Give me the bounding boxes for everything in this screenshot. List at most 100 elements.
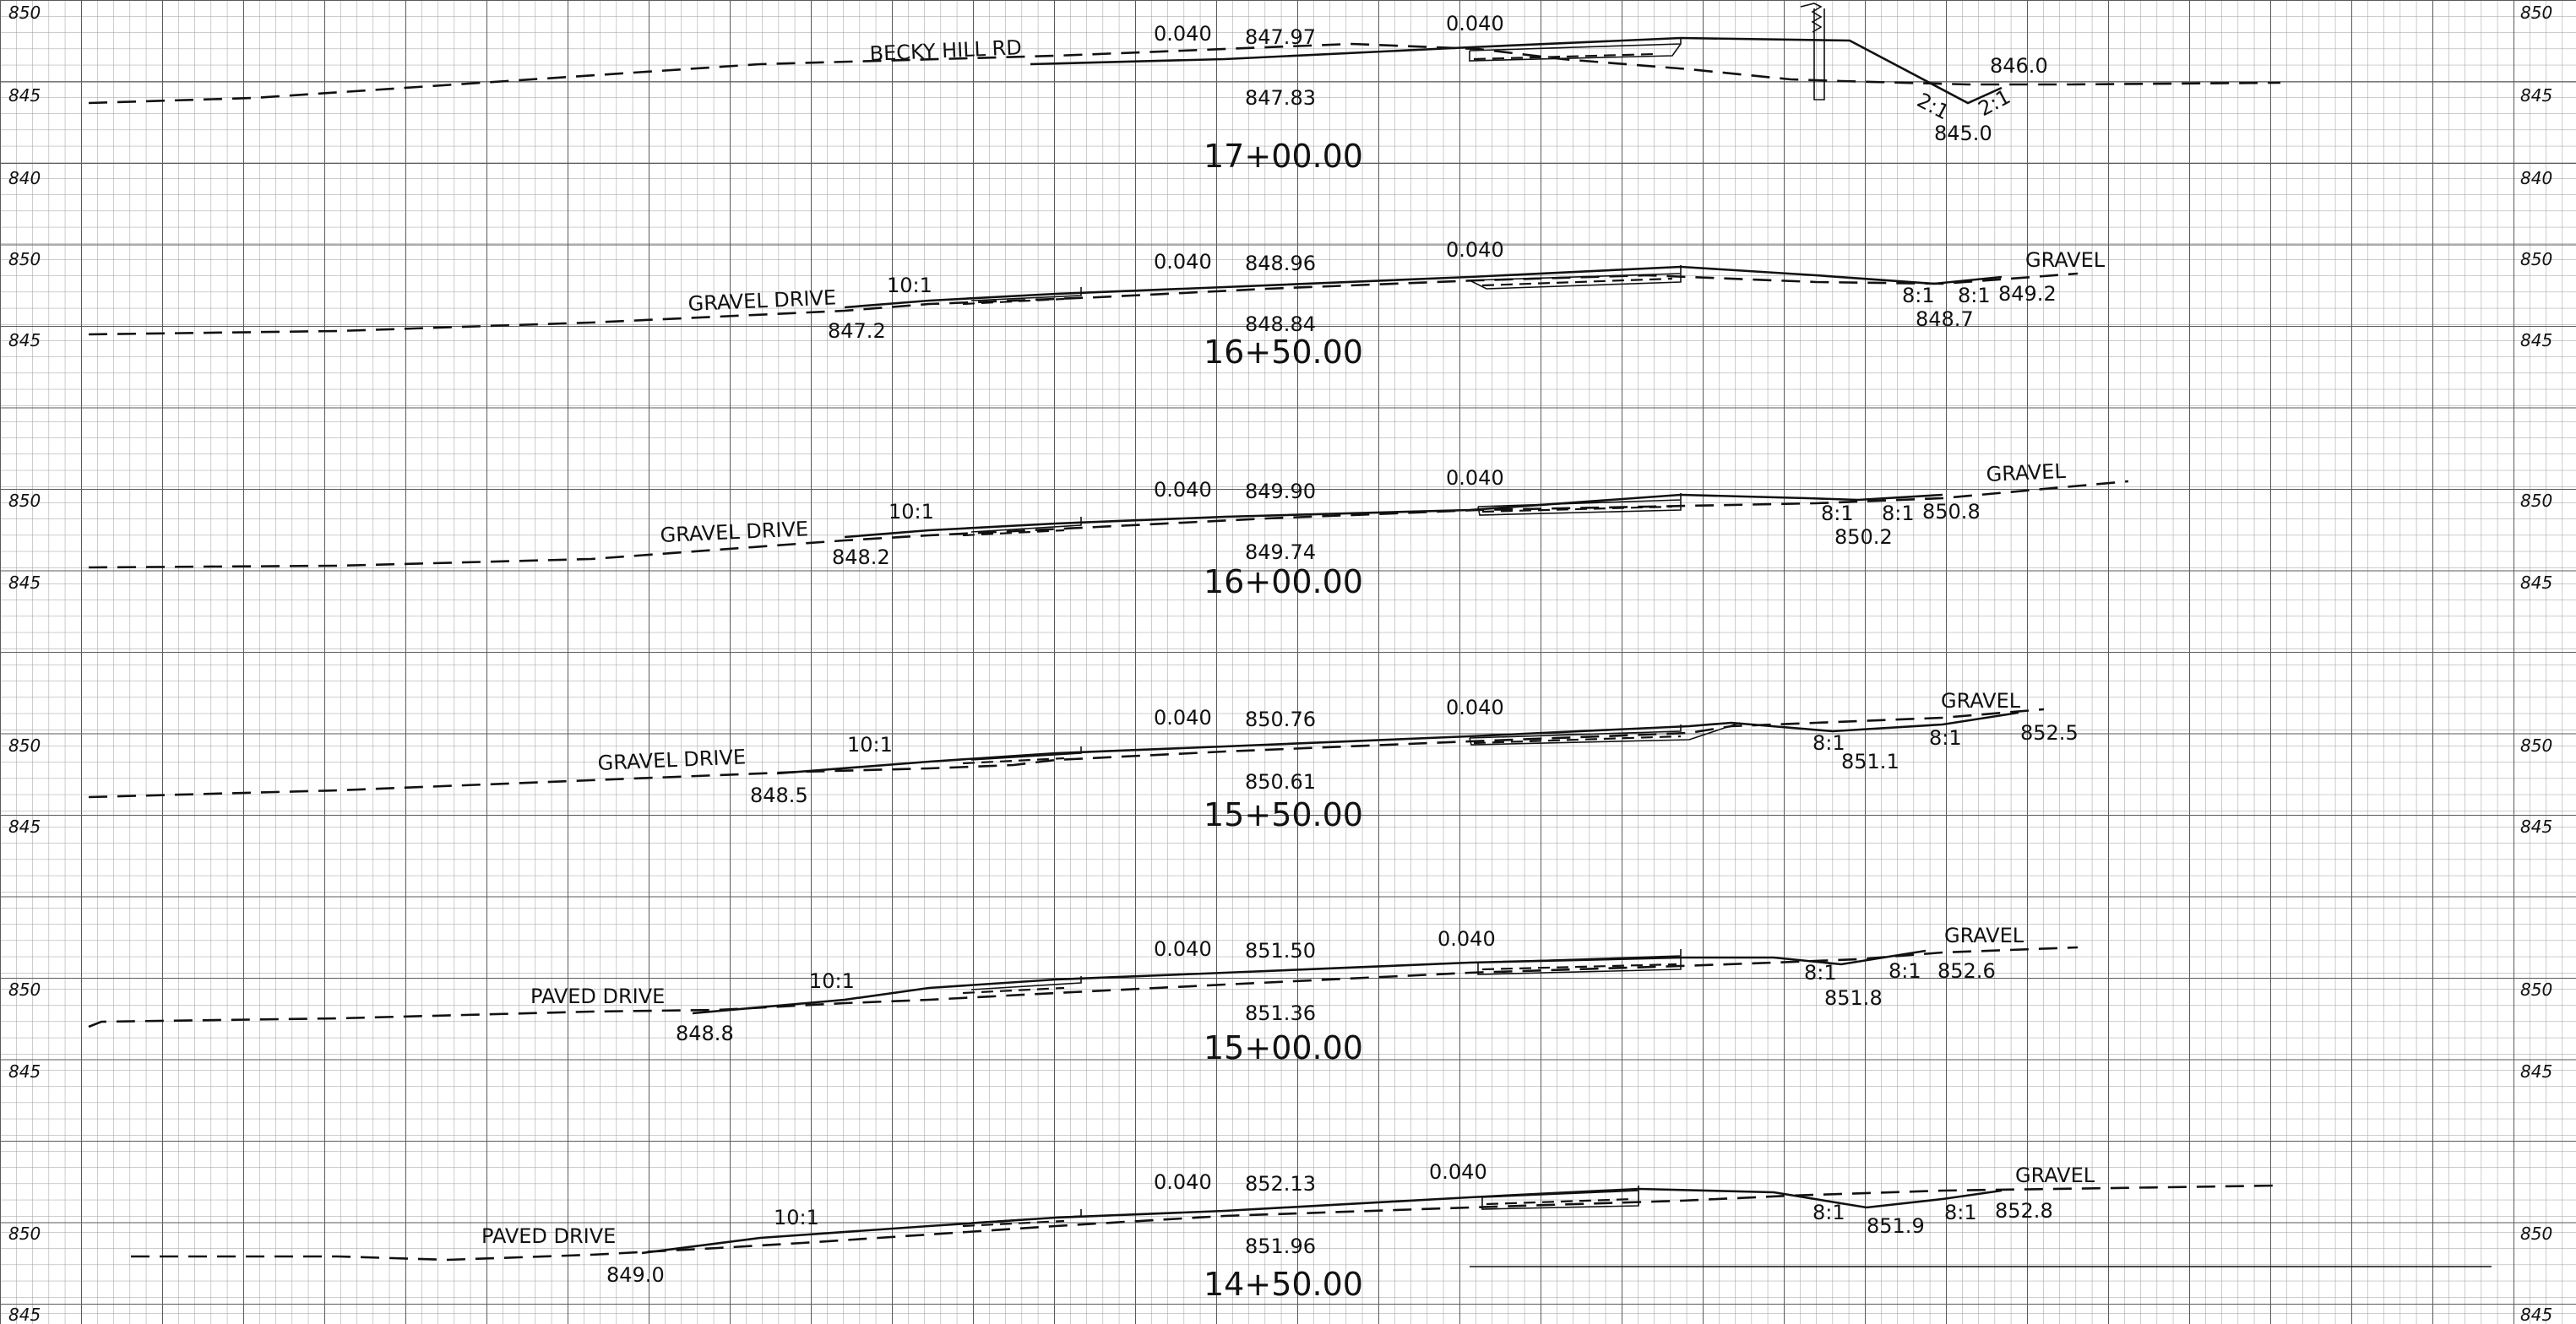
elevation-callout: 851.9 bbox=[1867, 1214, 1925, 1238]
elevation-callout: 851.1 bbox=[1841, 750, 1899, 773]
surface-label: GRAVEL bbox=[1941, 689, 2021, 713]
existing-ground-line bbox=[88, 480, 2129, 569]
elevation-label: 850 bbox=[2520, 3, 2552, 23]
elevation-label: 850 bbox=[2520, 979, 2552, 1000]
elevation-label: 850 bbox=[8, 249, 41, 269]
elevation-label: 840 bbox=[8, 168, 41, 188]
slope-right-label: 0.040 bbox=[1446, 12, 1504, 35]
left-elevation-scale: 850 845 840 850 845 850 845 850 845 850 … bbox=[8, 3, 41, 1324]
section-16-50: GRAVEL DRIVE 0.040 848.96 0.040 848.84 1… bbox=[88, 238, 2106, 371]
proposed-grade-line bbox=[844, 265, 2003, 309]
existing-ground-line bbox=[88, 272, 2079, 336]
subgrade-line bbox=[1473, 52, 1656, 61]
proposed-grade-line bbox=[844, 493, 1943, 539]
section-14-50: PAVED DRIVE 0.040 852.13 0.040 851.96 10… bbox=[131, 1160, 2492, 1303]
pavement-layer bbox=[970, 1186, 1639, 1224]
pavement-layer bbox=[970, 265, 1682, 301]
subgrade-line bbox=[962, 1197, 1635, 1228]
elevation-label: 845 bbox=[2520, 1061, 2552, 1082]
centerline-existing-elevation: 851.36 bbox=[1245, 1001, 1316, 1025]
slope-right-label: 0.040 bbox=[1429, 1160, 1487, 1184]
elevation-label: 850 bbox=[2520, 1224, 2552, 1244]
pavement-layer bbox=[1469, 37, 1682, 62]
elevation-label: 845 bbox=[2520, 817, 2552, 837]
subgrade-line bbox=[962, 735, 1682, 765]
surface-label: GRAVEL bbox=[1944, 924, 2024, 947]
elevation-label: 850 bbox=[8, 3, 41, 23]
elevation-label: 850 bbox=[2520, 249, 2552, 269]
slope-ratio-label: 10:1 bbox=[847, 733, 893, 757]
slope-ratio-label: 8:1 bbox=[1889, 959, 1921, 983]
centerline-existing-elevation: 849.74 bbox=[1245, 540, 1316, 564]
elevation-callout: 847.2 bbox=[828, 319, 886, 343]
elevation-callout: 852.8 bbox=[1995, 1199, 2053, 1223]
centerline-finish-elevation: 848.96 bbox=[1245, 252, 1316, 275]
elevation-callout: 852.6 bbox=[1937, 959, 1996, 983]
elevation-callout: 850.8 bbox=[1922, 500, 1981, 524]
slope-ratio-label: 8:1 bbox=[1812, 731, 1845, 755]
elevation-callout: 848.8 bbox=[676, 1022, 734, 1045]
proposed-grade-line bbox=[641, 1187, 2003, 1255]
elevation-label: 845 bbox=[8, 85, 41, 106]
slope-ratio-label: 8:1 bbox=[1958, 284, 1991, 307]
surface-label: GRAVEL bbox=[1986, 459, 2067, 486]
slope-ratio-label: 10:1 bbox=[889, 500, 934, 524]
section-15-50: GRAVEL DRIVE 0.040 850.76 0.040 850.61 1… bbox=[88, 689, 2079, 833]
elevation-callout: 850.2 bbox=[1834, 525, 1893, 549]
sign-post bbox=[1800, 3, 1825, 100]
elevation-label: 850 bbox=[8, 1224, 41, 1244]
slope-left-label: 0.040 bbox=[1154, 937, 1212, 961]
slope-right-label: 0.040 bbox=[1446, 238, 1504, 262]
subgrade-line bbox=[962, 963, 1677, 995]
station-label: 14+50.00 bbox=[1204, 1266, 1363, 1303]
elevation-label: 845 bbox=[8, 817, 41, 837]
elevation-callout: 848.2 bbox=[832, 545, 890, 569]
elevation-label: 845 bbox=[2520, 85, 2552, 106]
elevation-callout: 851.8 bbox=[1824, 986, 1883, 1010]
slope-right-label: 0.040 bbox=[1446, 696, 1504, 719]
elevation-label: 845 bbox=[8, 1305, 41, 1324]
station-label: 16+00.00 bbox=[1204, 563, 1363, 600]
elevation-label: 850 bbox=[8, 491, 41, 511]
right-elevation-scale: 850 845 840 850 845 850 845 850 845 850 … bbox=[2520, 3, 2552, 1324]
drive-label: PAVED DRIVE bbox=[481, 1224, 616, 1248]
slope-ratio-label: 8:1 bbox=[1812, 1201, 1845, 1224]
elevation-label: 845 bbox=[2520, 572, 2552, 593]
slope-left-label: 0.040 bbox=[1154, 478, 1212, 502]
slope-left-label: 0.040 bbox=[1154, 706, 1212, 730]
slope-ratio-label: 10:1 bbox=[774, 1206, 819, 1229]
elevation-label: 845 bbox=[8, 330, 41, 350]
surface-label: GRAVEL bbox=[2025, 248, 2106, 272]
elevation-label: 850 bbox=[8, 979, 41, 1000]
section-17-00: BECKY HILL RD 0.040 847.97 0.040 847.83 … bbox=[88, 3, 2281, 175]
elevation-label: 845 bbox=[2520, 330, 2552, 350]
elevation-label: 850 bbox=[2520, 735, 2552, 756]
elevation-label: 845 bbox=[2520, 1305, 2552, 1324]
elevation-label: 845 bbox=[8, 1061, 41, 1082]
slope-left-label: 0.040 bbox=[1154, 22, 1212, 46]
centerline-finish-elevation: 851.50 bbox=[1245, 939, 1316, 963]
pavement-layer bbox=[970, 949, 1682, 990]
slope-left-label: 0.040 bbox=[1154, 1170, 1212, 1194]
elevation-callout: 845.0 bbox=[1934, 122, 1992, 145]
slope-ratio-label: 10:1 bbox=[809, 969, 855, 993]
proposed-grade-line bbox=[692, 949, 1927, 1015]
drive-label: PAVED DRIVE bbox=[530, 985, 665, 1008]
pavement-layer bbox=[970, 493, 1682, 533]
section-16-00: GRAVEL DRIVE 0.040 849.90 0.040 849.74 1… bbox=[88, 459, 2129, 600]
elevation-callout: 852.5 bbox=[2020, 721, 2079, 745]
subgrade-line bbox=[962, 277, 1673, 306]
slope-ratio-label: 8:1 bbox=[1821, 502, 1854, 525]
elevation-label: 850 bbox=[2520, 491, 2552, 511]
station-label: 17+00.00 bbox=[1204, 138, 1363, 175]
elevation-callout: 846.0 bbox=[1990, 54, 2048, 78]
centerline-existing-elevation: 851.96 bbox=[1245, 1234, 1316, 1258]
centerline-finish-elevation: 847.97 bbox=[1245, 25, 1316, 49]
slope-ratio-label: 8:1 bbox=[1902, 284, 1935, 307]
elevation-callout: 848.7 bbox=[1916, 307, 1974, 331]
existing-ground-line bbox=[131, 1184, 2281, 1262]
slope-ratio-label: 8:1 bbox=[1882, 502, 1915, 525]
centerline-existing-elevation: 847.83 bbox=[1245, 86, 1316, 110]
